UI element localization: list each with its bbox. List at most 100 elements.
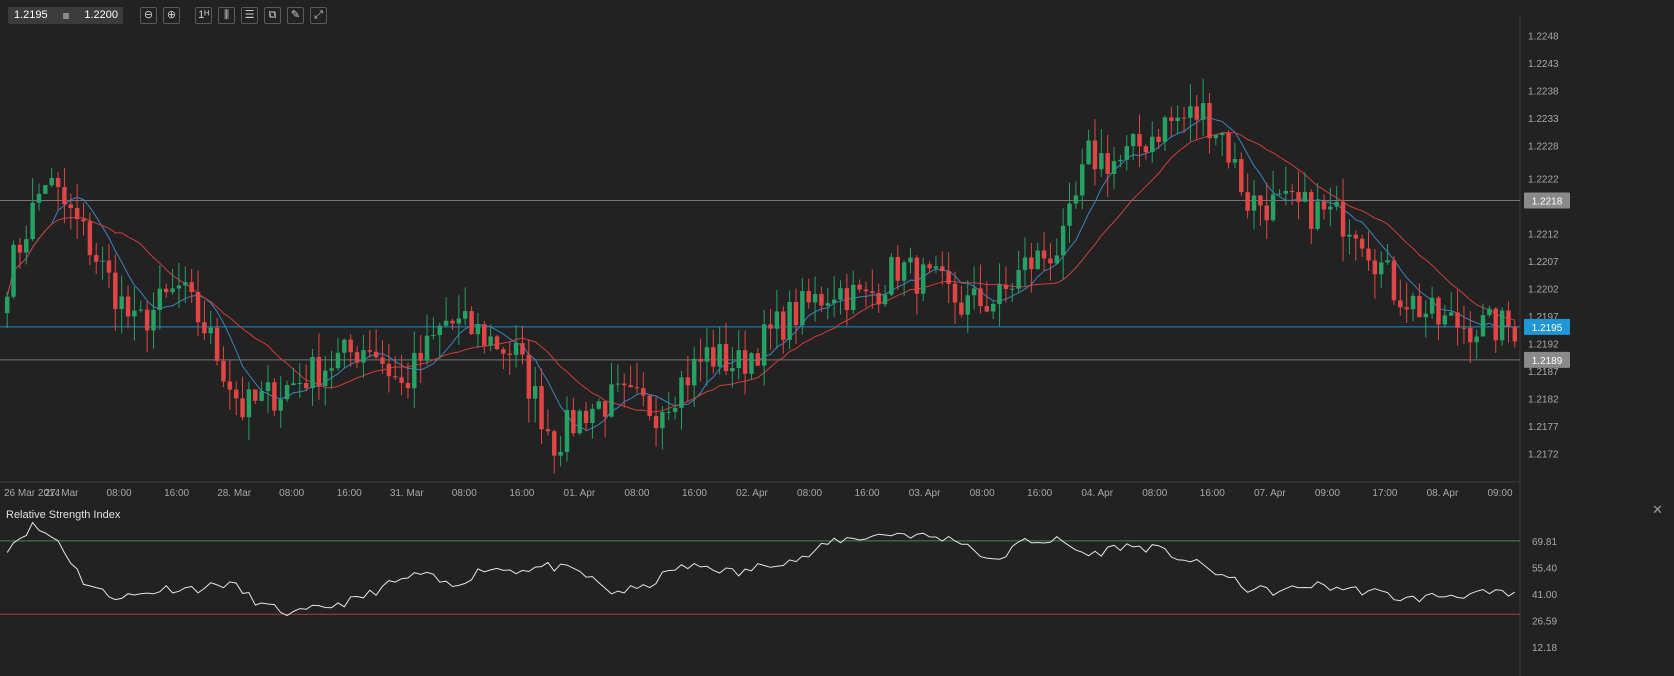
candle — [494, 335, 500, 351]
templates-button[interactable]: ⧉ — [264, 7, 281, 24]
candle-body — [1264, 205, 1269, 221]
candle — [1385, 243, 1390, 265]
candle-body — [265, 382, 271, 392]
candle-body — [310, 356, 315, 389]
candle — [990, 301, 996, 320]
candle — [259, 381, 264, 402]
candle-body — [342, 339, 347, 353]
candle-body — [144, 309, 150, 331]
candle — [1029, 243, 1034, 293]
candle — [361, 334, 366, 379]
candle-body — [666, 411, 671, 413]
candle-body — [316, 356, 322, 387]
candle-body — [1124, 146, 1130, 160]
candle-body — [1175, 117, 1180, 121]
candle — [1296, 171, 1301, 220]
level-tag-label: 1.2189 — [1532, 356, 1563, 367]
candle — [462, 287, 468, 326]
edit-button[interactable]: ✎ — [287, 7, 304, 24]
candle — [564, 396, 570, 462]
candle-body — [895, 256, 900, 281]
candle — [596, 398, 602, 411]
candle — [691, 346, 697, 407]
candle-body — [965, 295, 970, 315]
candle-body — [1099, 153, 1104, 170]
candle-body — [1022, 257, 1028, 271]
price-tick-label: 1.2202 — [1528, 284, 1559, 295]
level-tag-1.2189 — [1524, 351, 1570, 368]
candle-body — [1080, 164, 1085, 196]
candle-body — [940, 266, 945, 271]
candle — [348, 334, 353, 367]
candle — [1359, 234, 1365, 258]
candle-body — [889, 256, 894, 295]
candle — [208, 310, 213, 344]
candle-body — [4, 296, 10, 314]
candle-body — [399, 377, 404, 383]
bid-price: 1.2195 — [14, 9, 48, 21]
candle-body — [1315, 201, 1320, 229]
candle-body — [94, 255, 99, 262]
candle — [1162, 115, 1168, 152]
candle-body — [1149, 136, 1155, 153]
candle — [1506, 301, 1511, 343]
candle — [1328, 187, 1333, 227]
candle-body — [723, 344, 729, 372]
candle-body — [634, 387, 640, 389]
candle-body — [488, 336, 493, 346]
candle-body — [959, 302, 964, 315]
candle — [100, 246, 105, 280]
candle-body — [1073, 195, 1079, 204]
indicators-button[interactable]: ☰ — [241, 7, 258, 24]
level-tag-1.2218 — [1524, 192, 1570, 209]
candle-body — [793, 301, 799, 326]
close-icon[interactable]: ✕ — [1652, 503, 1663, 518]
candle-body — [253, 389, 258, 401]
zoom-in-button[interactable]: ⊕ — [163, 7, 180, 24]
candle — [876, 283, 881, 313]
candle-body — [1219, 133, 1225, 136]
candle — [1468, 310, 1473, 364]
rsi-tick-label: 69.81 — [1532, 537, 1557, 548]
candle — [253, 389, 258, 405]
draw-button[interactable]: ⤢ — [310, 7, 327, 24]
candle — [641, 372, 646, 407]
candle — [1232, 142, 1238, 169]
time-tick-label: 08. Apr — [1427, 488, 1459, 499]
candle-body — [857, 284, 862, 290]
candle — [1200, 78, 1206, 136]
candle-body — [1137, 133, 1142, 147]
candle — [583, 402, 589, 432]
zoom-out-button[interactable]: ⊖ — [140, 7, 157, 24]
candle — [800, 278, 805, 335]
candle — [1219, 132, 1225, 156]
price-tick-label: 1.2228 — [1528, 142, 1559, 153]
candle-body — [462, 311, 468, 319]
chart-type-button[interactable]: ⫼ — [218, 7, 235, 24]
candle-body — [1506, 310, 1511, 327]
candle-body — [170, 288, 175, 293]
candle — [742, 330, 748, 395]
candle-body — [882, 294, 888, 305]
candle-body — [297, 383, 303, 385]
price-tick-label: 1.2207 — [1528, 257, 1559, 268]
candle — [653, 397, 659, 447]
candle — [335, 337, 341, 371]
candle — [1239, 152, 1244, 196]
candle-body — [1309, 192, 1314, 229]
price-tick-label: 1.2238 — [1528, 87, 1559, 98]
candle-body — [68, 204, 74, 209]
candle — [1251, 180, 1257, 230]
time-tick-label: 08:00 — [1142, 488, 1167, 499]
candle-body — [278, 399, 283, 411]
candle-body — [208, 327, 213, 334]
candle — [870, 269, 875, 309]
candle-body — [125, 296, 131, 317]
candle — [1366, 231, 1371, 271]
candle — [660, 405, 665, 450]
candle — [1398, 279, 1403, 316]
candle-body — [800, 291, 805, 326]
candle-body — [812, 293, 818, 303]
timeframe-button[interactable]: 1ᴴ — [195, 7, 212, 24]
candle — [1188, 84, 1193, 142]
